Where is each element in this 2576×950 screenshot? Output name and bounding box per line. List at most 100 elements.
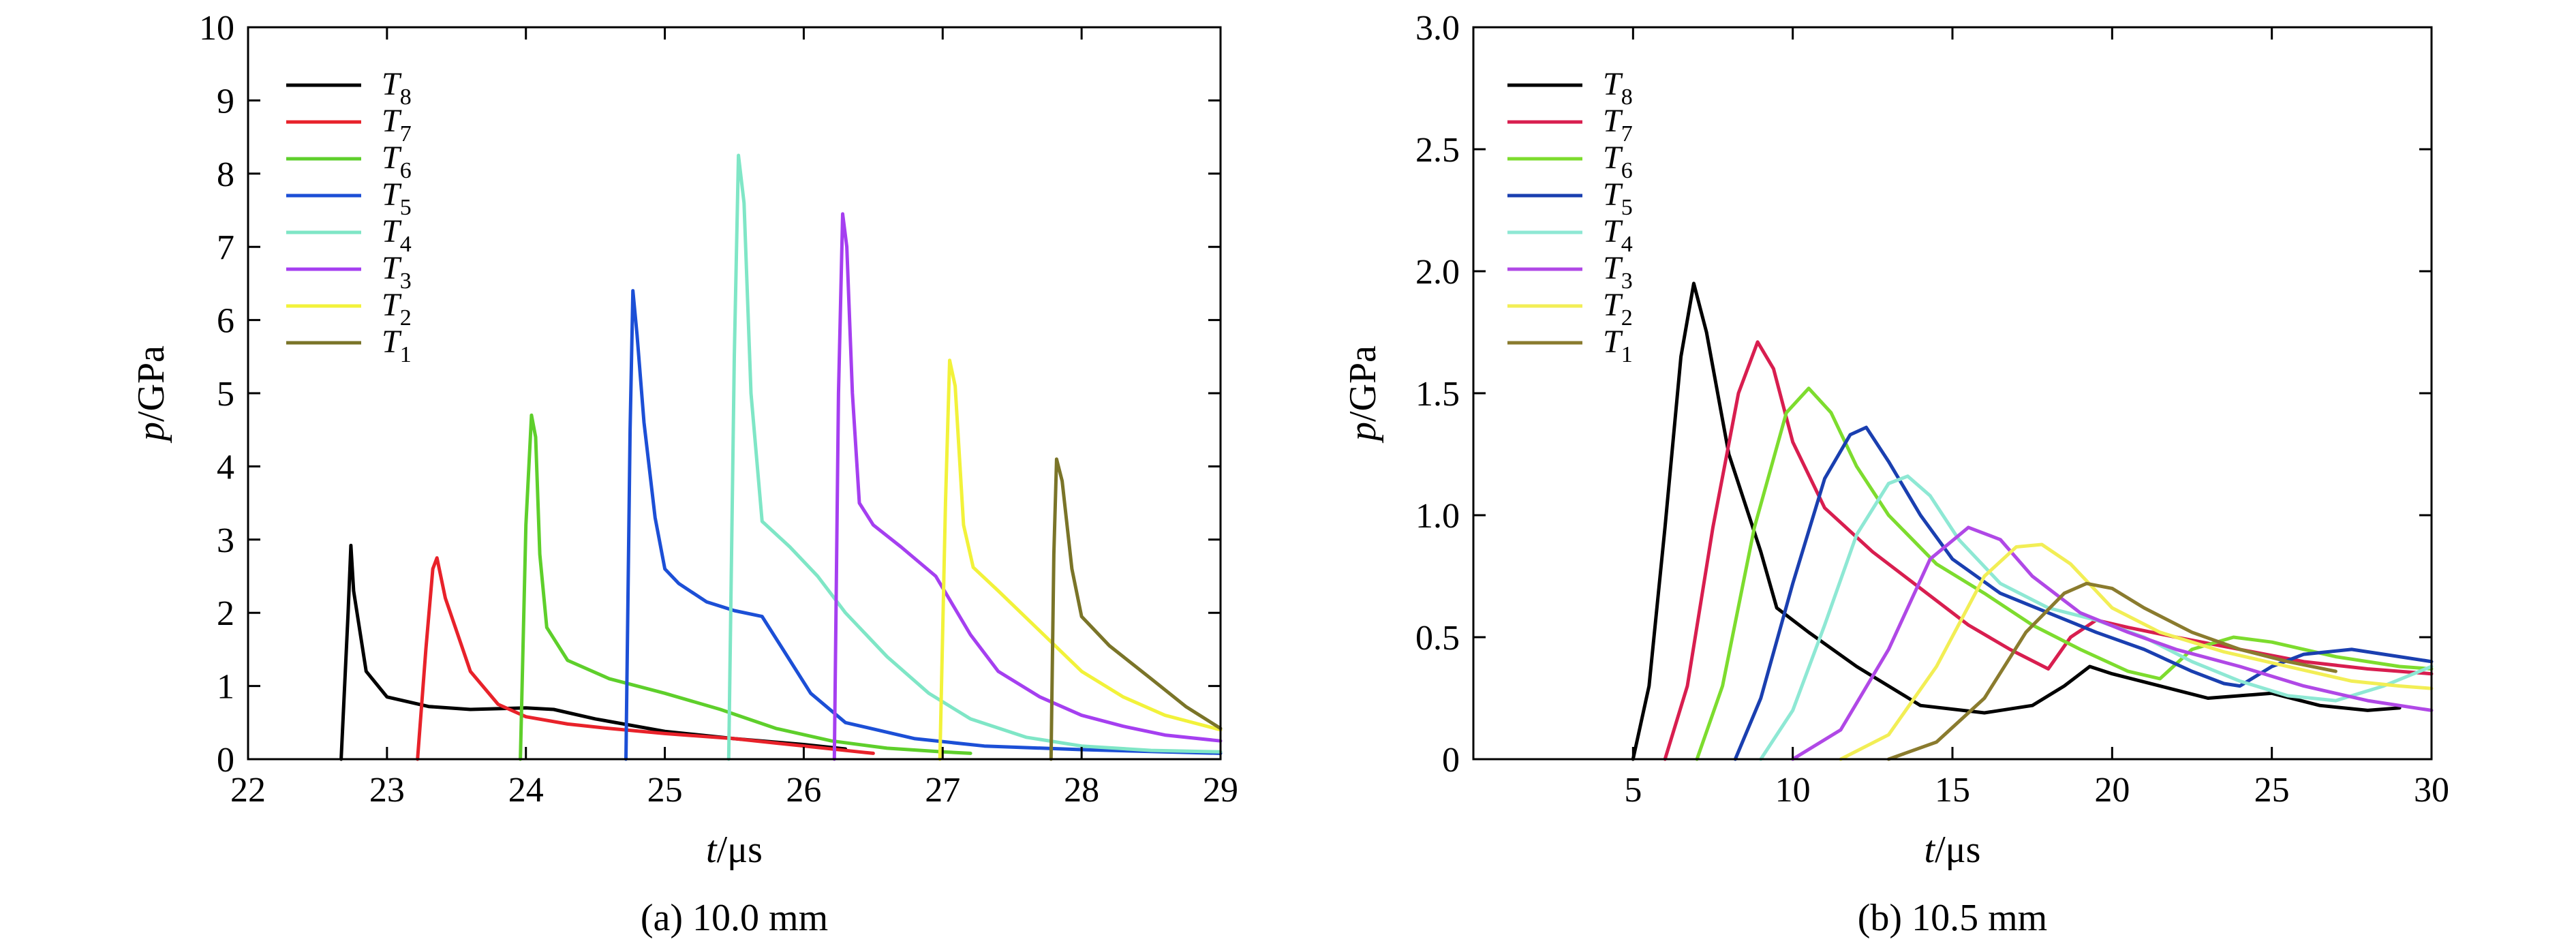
series-line-t1: [1049, 457, 1223, 761]
legend-label: T8: [1603, 66, 1633, 110]
y-tick-label: 1.0: [1415, 497, 1460, 536]
series-line-t4: [1759, 474, 2434, 761]
y-tick-label: 0.5: [1415, 619, 1460, 658]
legend-label-sub: 2: [1621, 305, 1633, 331]
legend-item-t8: T8: [1507, 66, 1633, 110]
x-axis-label-unit: /μs: [1935, 829, 1980, 871]
series-line-t5: [1733, 425, 2434, 761]
legend-item-t1: T1: [286, 324, 412, 367]
legend-label-sub: 8: [400, 85, 412, 110]
y-axis-label-variable: p: [130, 422, 172, 444]
legend-label-main: T: [382, 250, 402, 286]
series-line-t6: [519, 413, 972, 761]
x-tick-label: 24: [508, 771, 544, 810]
legend-label-sub: 7: [400, 121, 412, 147]
chart-b: 5 10 15 20 25 3000.51.01.52.02.53.0t/μsp/GPa(…: [1342, 9, 2449, 939]
series-line-t4: [726, 153, 1223, 761]
legend-label: T6: [1603, 140, 1633, 183]
legend-item-t6: T6: [1507, 140, 1633, 183]
chart-a: 22 23 24 25 26 27 28 29012345678910t/μsp/GPa(a)…: [130, 9, 1238, 939]
x-axis-label: t/μs: [706, 829, 763, 871]
series-line-t8: [1631, 281, 2402, 761]
x-axis-label: t/μs: [1925, 829, 1981, 871]
chart-caption: (a) 10.0 mm: [641, 897, 828, 939]
legend-label-main: T: [1603, 324, 1623, 360]
legend-label-sub: 8: [1621, 85, 1633, 110]
series-group: [1631, 281, 2434, 761]
legend-label-sub: 3: [400, 269, 412, 294]
x-tick-label: 30: [2414, 771, 2449, 810]
legend-label-sub: 4: [400, 232, 412, 257]
series-line-t7: [416, 556, 875, 761]
legend-label: T4: [382, 213, 412, 257]
legend-label: T5: [1603, 177, 1633, 220]
y-tick-label: 1.5: [1415, 375, 1460, 414]
y-tick-label: 4: [217, 448, 234, 487]
legend-label-sub: 5: [400, 195, 412, 220]
y-axis-label: p/GPa: [1342, 346, 1384, 444]
legend-label-main: T: [382, 140, 402, 176]
legend-label-sub: 6: [400, 158, 412, 183]
legend-label-main: T: [1603, 250, 1623, 286]
x-tick-label: 25: [2254, 771, 2290, 810]
legend-label-main: T: [1603, 140, 1623, 176]
legend-label-main: T: [382, 103, 402, 139]
y-tick-label: 2: [217, 594, 234, 633]
x-tick-label: 22: [230, 771, 266, 810]
legend-label-main: T: [382, 287, 402, 323]
x-axis-label-unit: /μs: [717, 829, 763, 871]
legend-label: T7: [382, 103, 412, 147]
legend-item-t8: T8: [286, 66, 412, 110]
legend-label-main: T: [382, 177, 402, 213]
x-tick-label: 27: [925, 771, 960, 810]
y-tick-label: 2.0: [1415, 253, 1460, 292]
x-tick-label: 29: [1203, 771, 1238, 810]
legend-label-sub: 4: [1621, 232, 1633, 257]
y-tick-label: 5: [217, 375, 234, 414]
legend-label-sub: 7: [1621, 121, 1633, 147]
series-line-t1: [1886, 581, 2337, 761]
y-tick-label: 6: [217, 302, 234, 341]
legend-item-t6: T6: [286, 140, 412, 183]
legend-label-sub: 3: [1621, 269, 1633, 294]
y-tick-label: 10: [199, 9, 234, 48]
legend-item-t2: T2: [1507, 287, 1633, 331]
legend-label: T8: [382, 66, 412, 110]
x-tick-label: 26: [786, 771, 821, 810]
legend-item-t4: T4: [286, 213, 412, 257]
y-tick-label: 2.5: [1415, 131, 1460, 170]
legend-item-t2: T2: [286, 287, 412, 331]
legend-item-t5: T5: [1507, 177, 1633, 220]
legend-label: T5: [382, 177, 412, 220]
x-tick-label: 15: [1935, 771, 1970, 810]
x-tick-label: 23: [369, 771, 405, 810]
legend-label-main: T: [1603, 177, 1623, 213]
legend-label: T6: [382, 140, 412, 183]
x-axis-label-variable: t: [1925, 829, 1936, 871]
x-tick-label: 5: [1624, 771, 1642, 810]
x-tick-label: 10: [1775, 771, 1811, 810]
y-axis-label-unit: /GPa: [1342, 346, 1384, 422]
legend-label-main: T: [1603, 66, 1623, 102]
legend-label: T7: [1603, 103, 1633, 147]
y-tick-label: 3: [217, 521, 234, 560]
legend-label-main: T: [382, 213, 402, 249]
legend-label: T3: [382, 250, 412, 294]
legend-label: T2: [382, 287, 412, 331]
legend-label: T4: [1603, 213, 1633, 257]
legend-label-main: T: [382, 66, 402, 102]
y-tick-label: 1: [217, 668, 234, 707]
series-line-t3: [1791, 525, 2434, 761]
legend-item-t4: T4: [1507, 213, 1633, 257]
legend-item-t1: T1: [1507, 324, 1633, 367]
y-tick-label: 0: [217, 741, 234, 780]
legend-label: T1: [1603, 324, 1633, 367]
y-tick-label: 8: [217, 155, 234, 194]
legend-label: T2: [1603, 287, 1633, 331]
legend-label: T1: [382, 324, 412, 367]
legend-item-t3: T3: [1507, 250, 1633, 294]
legend-item-t7: T7: [286, 103, 412, 147]
